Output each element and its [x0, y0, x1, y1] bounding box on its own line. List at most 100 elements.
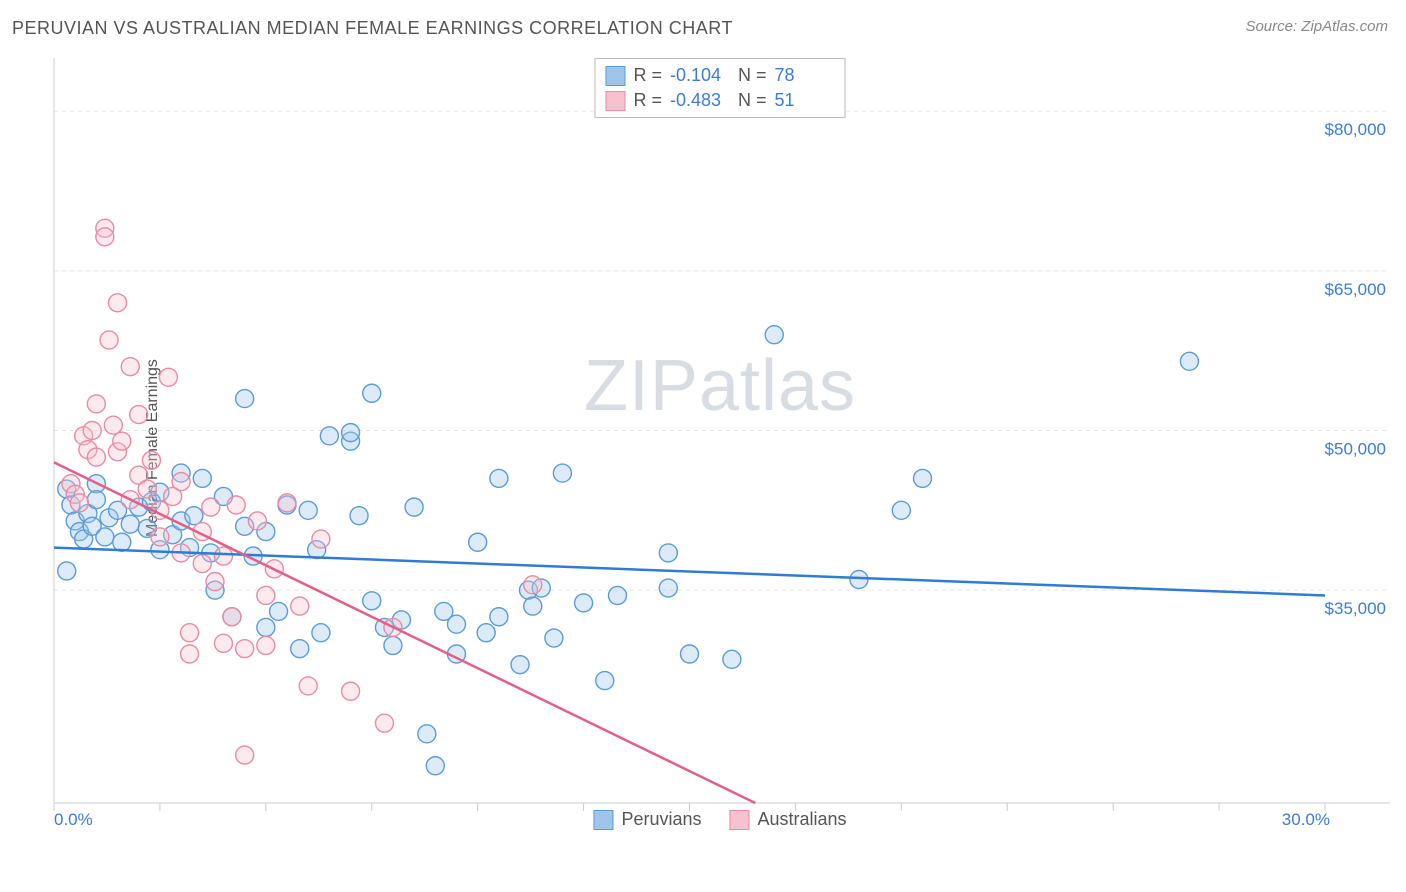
data-point	[193, 469, 211, 487]
data-point	[227, 496, 245, 514]
series-legend: Peruvians Australians	[593, 809, 846, 830]
data-point	[83, 422, 101, 440]
trend-line	[54, 462, 755, 803]
legend-item: Australians	[730, 809, 847, 830]
data-point	[87, 395, 105, 413]
data-point	[342, 682, 360, 700]
stats-row: R = -0.483 N = 51	[605, 88, 834, 113]
data-point	[723, 650, 741, 668]
data-point	[477, 624, 495, 642]
data-point	[257, 586, 275, 604]
scatter-plot-svg: $35,000 $50,000 $65,000 $80,000	[50, 58, 1390, 838]
chart-container: PERUVIAN VS AUSTRALIAN MEDIAN FEMALE EAR…	[0, 0, 1406, 892]
data-point	[384, 636, 402, 654]
data-point	[206, 573, 224, 591]
data-point	[236, 390, 254, 408]
r-label: R =	[633, 65, 662, 86]
data-point	[914, 469, 932, 487]
n-value: 78	[775, 65, 835, 86]
data-point	[104, 416, 122, 434]
data-point	[291, 597, 309, 615]
data-point	[681, 645, 699, 663]
source-attribution: Source: ZipAtlas.com	[1245, 18, 1388, 35]
data-point	[524, 576, 542, 594]
data-point	[405, 498, 423, 516]
data-point	[257, 618, 275, 636]
r-value: -0.483	[670, 90, 730, 111]
data-point	[193, 555, 211, 573]
data-point	[1180, 352, 1198, 370]
data-point	[113, 533, 131, 551]
data-point	[291, 640, 309, 658]
stats-row: R = -0.104 N = 78	[605, 63, 834, 88]
n-label: N =	[738, 90, 767, 111]
data-point	[299, 677, 317, 695]
data-point	[236, 640, 254, 658]
r-value: -0.104	[670, 65, 730, 86]
y-tick-label: $50,000	[1325, 440, 1386, 459]
data-point	[70, 494, 88, 512]
data-point	[659, 579, 677, 597]
data-point	[418, 725, 436, 743]
data-point	[278, 494, 296, 512]
data-point	[511, 656, 529, 674]
data-point	[312, 624, 330, 642]
x-axis-max-label: 30.0%	[1282, 810, 1330, 830]
data-point	[159, 368, 177, 386]
data-point	[257, 636, 275, 654]
data-point	[202, 498, 220, 516]
data-point	[181, 624, 199, 642]
data-point	[490, 608, 508, 626]
chart-title: PERUVIAN VS AUSTRALIAN MEDIAN FEMALE EAR…	[12, 18, 733, 39]
data-point	[447, 615, 465, 633]
data-point	[490, 469, 508, 487]
data-point	[185, 507, 203, 525]
data-point	[58, 562, 76, 580]
n-value: 51	[775, 90, 835, 111]
data-point	[100, 331, 118, 349]
data-point	[320, 427, 338, 445]
plot-area: Median Female Earnings $35,000$50,000$65…	[50, 58, 1390, 838]
data-point	[87, 448, 105, 466]
data-point	[892, 501, 910, 519]
n-label: N =	[738, 65, 767, 86]
stats-legend-box: R = -0.104 N = 78 R = -0.483 N = 51	[594, 58, 845, 118]
data-point	[553, 464, 571, 482]
data-point	[608, 586, 626, 604]
legend-label: Peruvians	[621, 809, 701, 830]
legend-swatch	[605, 66, 625, 86]
data-point	[363, 384, 381, 402]
data-point	[214, 634, 232, 652]
data-point	[299, 501, 317, 519]
data-point	[312, 530, 330, 548]
x-axis-min-label: 0.0%	[54, 810, 93, 830]
data-point	[113, 432, 131, 450]
data-point	[575, 594, 593, 612]
data-point	[363, 592, 381, 610]
data-point	[342, 424, 360, 442]
y-tick-label: $65,000	[1325, 280, 1386, 299]
legend-swatch	[593, 810, 613, 830]
data-point	[130, 406, 148, 424]
legend-label: Australians	[758, 809, 847, 830]
data-point	[96, 528, 114, 546]
data-point	[850, 571, 868, 589]
data-point	[142, 451, 160, 469]
y-tick-label: $80,000	[1325, 120, 1386, 139]
y-tick-label: $35,000	[1325, 599, 1386, 618]
data-point	[248, 512, 266, 530]
legend-swatch	[605, 91, 625, 111]
data-point	[214, 547, 232, 565]
r-label: R =	[633, 90, 662, 111]
data-point	[172, 473, 190, 491]
data-point	[138, 480, 156, 498]
data-point	[87, 491, 105, 509]
data-point	[375, 714, 393, 732]
data-point	[223, 608, 241, 626]
data-point	[121, 358, 139, 376]
data-point	[151, 528, 169, 546]
legend-swatch	[730, 810, 750, 830]
data-point	[96, 228, 114, 246]
data-point	[121, 515, 139, 533]
data-point	[270, 602, 288, 620]
